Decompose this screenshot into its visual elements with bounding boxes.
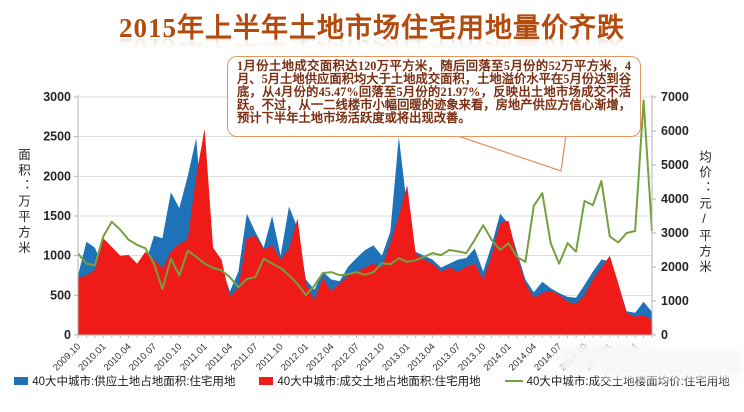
green-line-icon — [504, 379, 523, 383]
left-axis-title: 面积：万平方米 — [16, 148, 30, 257]
legend-label-supply: 40大中城市:供应土地占地面积:住宅用地 — [32, 376, 236, 388]
x-tick-label: 2010.10 — [152, 341, 184, 373]
legend-label-price: 40大中城市:成交土地楼面均价:住宅用地 — [526, 376, 730, 388]
y-right-tick-label: 6000 — [661, 124, 689, 138]
y-left-tick-label: 2500 — [43, 130, 71, 144]
chart-legend: 40大中城市:供应土地占地面积:住宅用地 40大中城市:成交土地占地面积:住宅用… — [0, 373, 744, 389]
annotation-text: 1月份土地成交面积达120万平方米，随后回落至5月份的52万平方米，4月、5月土… — [237, 59, 631, 126]
legend-item-supply: 40大中城市:供应土地占地面积:住宅用地 — [14, 373, 235, 389]
y-right-tick-label: 0 — [661, 328, 668, 342]
y-right-tick-label: 3000 — [661, 226, 689, 240]
y-left-tick-label: 3000 — [43, 90, 71, 104]
y-left-tick-label: 1000 — [43, 249, 71, 263]
y-left-tick-label: 500 — [50, 288, 71, 302]
right-axis-title: 均价：元/平方米 — [697, 150, 711, 276]
deal-area-series — [78, 128, 652, 335]
legend-item-price: 40大中城市:成交土地楼面均价:住宅用地 — [504, 373, 730, 389]
callout-pointer-icon — [454, 134, 567, 172]
blue-square-icon — [14, 377, 29, 385]
red-square-icon — [259, 377, 274, 385]
y-left-tick-label: 1500 — [43, 209, 71, 223]
x-tick-label: 2011.07 — [229, 341, 261, 373]
legend-item-deal: 40大中城市:成交土地占地面积:住宅用地 — [259, 373, 481, 389]
y-left-tick-label: 2000 — [43, 169, 71, 183]
price-line-series — [77, 99, 653, 297]
legend-label-deal: 40大中城市:成交土地占地面积:住宅用地 — [277, 376, 481, 388]
y-right-tick-label: 2000 — [661, 260, 689, 274]
watermark-smudge — [600, 353, 740, 373]
y-axis-labels: 0 500 1000 1500 2000 2500 3000 0 1000 2000 3000 400… — [43, 90, 689, 342]
annotation-callout: 1月份土地成交面积达120万平方米，随后回落至5月份的52万平方米，4月、5月土… — [227, 56, 641, 137]
chart-title: 2015年上半年土地市场住宅用地量价齐跌 — [119, 13, 625, 43]
y-right-tick-label: 5000 — [661, 158, 689, 172]
y-left-tick-label: 0 — [64, 328, 71, 342]
x-tick-label: 2011.01 — [178, 341, 210, 373]
y-right-tick-label: 7000 — [661, 90, 689, 104]
y-right-tick-label: 4000 — [661, 192, 689, 206]
x-tick-label: 2011.04 — [203, 341, 235, 373]
y-right-tick-label: 1000 — [661, 294, 689, 308]
